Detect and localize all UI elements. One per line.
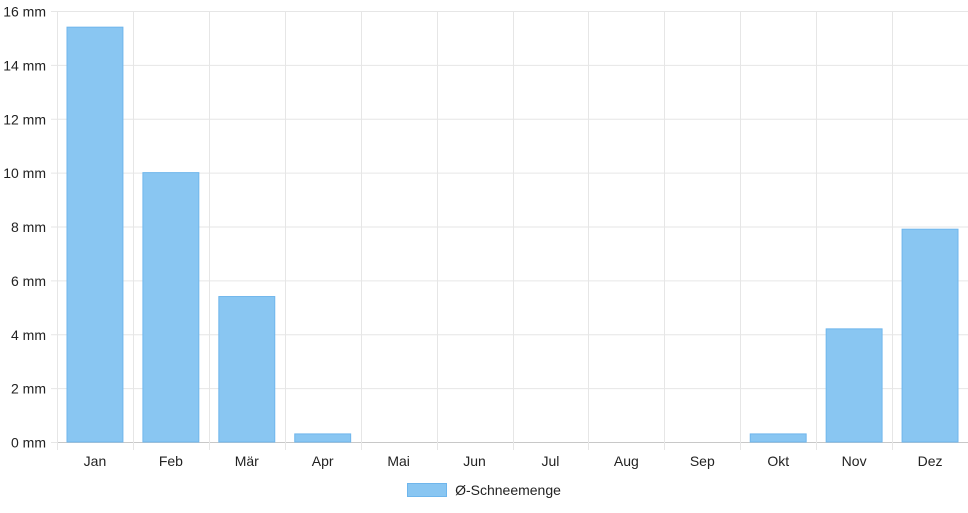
x-tick-label: Aug [614, 453, 639, 469]
x-tick-label: Jan [84, 453, 107, 469]
x-tick-label: Nov [842, 453, 867, 469]
x-tick-label: Mär [235, 453, 259, 469]
x-tick-label: Jul [542, 453, 560, 469]
y-tick-label: 8 mm [11, 219, 46, 235]
bar-mär [218, 296, 276, 443]
y-tick-label: 12 mm [3, 111, 46, 127]
bar-apr [294, 433, 352, 443]
bar-jan [66, 26, 124, 443]
legend[interactable]: Ø-Schneemenge [0, 481, 968, 499]
x-tick-label: Okt [767, 453, 789, 469]
x-tick-label: Mai [387, 453, 410, 469]
x-tick-label: Jun [463, 453, 486, 469]
y-tick-label: 6 mm [11, 273, 46, 289]
bar-nov [825, 328, 883, 443]
bar-layer [66, 26, 959, 443]
y-tick-label: 0 mm [11, 435, 46, 451]
y-tick-label: 10 mm [3, 165, 46, 181]
bar-okt [749, 433, 807, 443]
x-tick-label: Sep [690, 453, 715, 469]
x-tick-label: Dez [918, 453, 943, 469]
y-tick-label: 16 mm [3, 4, 46, 20]
y-tick-label: 14 mm [3, 57, 46, 73]
bar-feb [142, 172, 200, 443]
legend-swatch [407, 483, 448, 497]
axis-layer: 0 mm 2 mm 4 mm 6 mm 8 mm 10 mm 12 mm 14 mm 16 mm… [3, 4, 942, 470]
grid-layer [57, 11, 968, 450]
x-tick-label: Feb [159, 453, 183, 469]
y-tick-label: 4 mm [11, 327, 46, 343]
x-tick-label: Apr [312, 453, 334, 469]
y-tick-label: 2 mm [11, 381, 46, 397]
bar-dez [901, 228, 959, 443]
legend-label: Ø-Schneemenge [455, 482, 561, 498]
